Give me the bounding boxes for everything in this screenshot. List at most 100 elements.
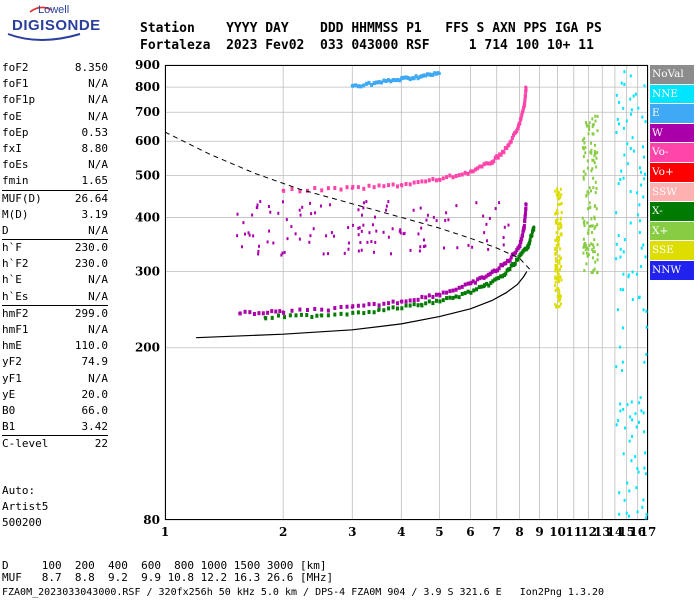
- param-row-foes: foEs N/A: [2, 157, 108, 173]
- echo-point: [255, 205, 258, 209]
- trace-point: [367, 80, 371, 85]
- echo-point: [618, 491, 621, 495]
- echo-point: [594, 180, 597, 184]
- param-row-md: M(D) 3.19: [2, 207, 108, 223]
- echo-point: [593, 217, 596, 221]
- echo-point: [640, 264, 643, 268]
- trace-point: [288, 313, 292, 318]
- trace-point: [484, 274, 488, 279]
- echo-point: [435, 219, 438, 223]
- echo-point: [554, 259, 557, 263]
- trace-point: [488, 161, 492, 166]
- param-row-fof2: foF2 8.350: [2, 60, 108, 76]
- echo-point: [588, 121, 591, 125]
- trace-point: [339, 311, 343, 316]
- legend-item: Vo+: [650, 162, 694, 183]
- trace-point: [434, 71, 438, 76]
- echo-point: [560, 202, 563, 206]
- trace-point: [404, 75, 408, 80]
- echo-point: [244, 232, 247, 236]
- echo-point: [308, 240, 311, 244]
- echo-point: [593, 149, 596, 153]
- echo-point: [593, 154, 596, 158]
- echo-point: [593, 227, 596, 231]
- x-tick-label: 2: [279, 525, 287, 539]
- param-row-fof1p: foF1p N/A: [2, 92, 108, 108]
- trace-point: [508, 267, 512, 272]
- echo-point: [559, 196, 562, 200]
- trace-point: [320, 307, 324, 312]
- trace-vertex: [532, 225, 536, 229]
- echo-point: [645, 309, 648, 313]
- trace-point: [420, 179, 424, 184]
- echo-point: [645, 325, 648, 329]
- echo-point: [642, 243, 645, 247]
- echo-point: [558, 293, 561, 297]
- echo-point: [629, 146, 632, 150]
- trace-point: [391, 299, 395, 304]
- echo-point: [620, 81, 623, 85]
- echo-point: [247, 231, 250, 235]
- echo-point: [558, 227, 561, 231]
- echo-point: [582, 245, 585, 249]
- trace-point: [326, 186, 330, 191]
- echo-point: [585, 246, 588, 250]
- digisonde-logo: Lowell DIGISONDE: [0, 0, 110, 52]
- echo-point: [268, 229, 271, 233]
- echo-point: [555, 243, 558, 247]
- echo-point: [618, 122, 621, 126]
- echo-point: [556, 189, 559, 193]
- trace-point: [523, 211, 527, 216]
- echo-point: [560, 226, 563, 230]
- trace-vertex: [522, 105, 526, 109]
- echo-point: [616, 117, 619, 121]
- echo-point: [560, 193, 563, 197]
- echo-point: [280, 253, 283, 257]
- trace-point: [356, 185, 360, 190]
- trace-point: [408, 77, 412, 82]
- trace-point: [298, 307, 302, 312]
- echo-point: [626, 142, 629, 146]
- echo-point: [330, 231, 333, 235]
- param-row-yf1: yF1 N/A: [2, 371, 108, 387]
- trace-point: [243, 309, 247, 314]
- trace-point: [492, 268, 496, 273]
- echo-point: [357, 233, 360, 237]
- trace-point: [501, 274, 505, 279]
- echo-point: [373, 215, 376, 219]
- echo-point: [554, 252, 557, 256]
- echo-point: [586, 231, 589, 235]
- echo-point: [585, 262, 588, 266]
- echo-point: [591, 256, 594, 260]
- echo-point: [483, 231, 486, 235]
- echo-point: [556, 211, 559, 215]
- echo-point: [370, 240, 373, 244]
- echo-point: [590, 217, 593, 221]
- y-tick-label: 200: [135, 341, 160, 355]
- trace-point: [472, 288, 476, 293]
- trace-point: [431, 72, 435, 77]
- legend-item: SSE: [650, 241, 694, 261]
- trace-point: [434, 298, 438, 303]
- trace-point: [496, 155, 500, 160]
- trace-point: [460, 291, 464, 296]
- trace-point: [454, 287, 458, 292]
- echo-point: [558, 254, 561, 258]
- distance-row: D 100 200 400 600 800 1000 1500 3000 [km…: [2, 559, 327, 572]
- echo-point: [586, 166, 589, 170]
- param-row-hmf2: hmF2 299.0: [2, 304, 108, 322]
- param-value: N/A: [88, 273, 108, 287]
- trace-point: [473, 167, 477, 172]
- param-value: N/A: [88, 323, 108, 336]
- param-row-d: D N/A: [2, 223, 108, 239]
- trace-point: [404, 303, 408, 308]
- dashed-profile-curve: [164, 131, 533, 272]
- trace-vertex: [376, 308, 381, 312]
- echo-point: [631, 270, 634, 274]
- echo-point: [619, 287, 622, 291]
- trace-point: [489, 280, 493, 285]
- echo-point: [592, 159, 595, 163]
- echo-point: [455, 204, 458, 208]
- param-row-fxi: fxI 8.80: [2, 141, 108, 157]
- echo-point: [560, 211, 563, 215]
